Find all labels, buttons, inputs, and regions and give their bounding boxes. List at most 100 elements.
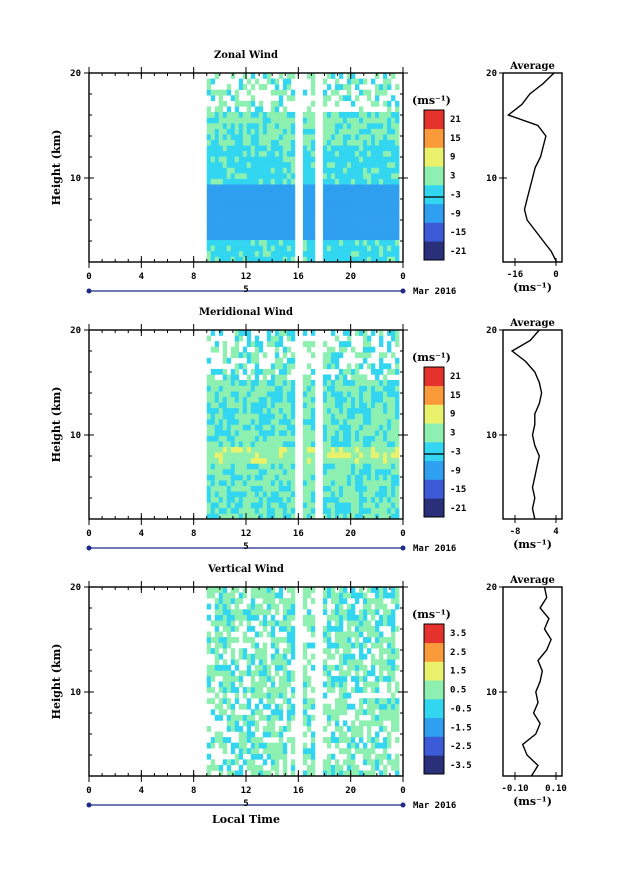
heatmap-cell <box>375 642 380 649</box>
heatmap-cell <box>274 435 280 442</box>
heatmap-cell <box>371 145 376 152</box>
heatmap-cell <box>383 184 388 191</box>
heatmap-cell <box>326 380 332 386</box>
heatmap-cell <box>350 592 356 599</box>
heatmap-cell <box>379 189 384 196</box>
heatmap-cell <box>258 592 264 599</box>
heatmap-cell <box>270 753 276 760</box>
heatmap-cell <box>322 441 328 448</box>
heatmap-cell <box>286 681 292 688</box>
heatmap-cell <box>234 396 240 403</box>
heatmap-cell <box>254 211 260 218</box>
heatmap-cell <box>254 496 260 503</box>
heatmap-cell <box>302 245 308 252</box>
heatmap-cell <box>226 245 232 252</box>
heatmap-cell <box>342 341 348 347</box>
heatmap-cell <box>326 156 332 163</box>
heatmap-cell <box>322 128 328 135</box>
heatmap-cell <box>242 496 248 503</box>
heatmap-cell <box>387 173 392 179</box>
heatmap-cell <box>222 117 228 124</box>
heatmap-cell <box>387 228 392 235</box>
heatmap-cell <box>387 474 392 481</box>
heatmap-cell <box>326 648 332 655</box>
heatmap-cell <box>262 217 268 224</box>
heatmap-cell <box>274 211 280 218</box>
heatmap-cell <box>350 424 356 431</box>
heatmap-cell <box>334 217 340 224</box>
heatmap-cell <box>379 637 384 643</box>
heatmap-cell <box>330 245 336 252</box>
heatmap-cell <box>266 402 272 409</box>
heatmap-cell <box>226 507 232 514</box>
heatmap-cell <box>363 178 368 185</box>
heatmap-cell <box>282 675 288 682</box>
heatmap-cell <box>302 698 308 705</box>
heatmap-cell <box>322 161 328 168</box>
heatmap-cell <box>266 731 272 738</box>
heatmap-cell <box>322 234 328 241</box>
heatmap-cell <box>322 764 328 771</box>
heatmap-cell <box>230 748 236 755</box>
heatmap-cell <box>206 391 212 398</box>
heatmap-cell <box>302 446 308 453</box>
heatmap-cell <box>338 681 344 688</box>
heatmap-cell <box>258 106 264 113</box>
heatmap-cell <box>222 139 228 146</box>
heatmap-cell <box>322 491 328 498</box>
heatmap-cell <box>355 145 360 152</box>
heatmap-cell <box>222 341 228 347</box>
heatmap-cell <box>359 123 364 129</box>
heatmap-cell <box>250 609 256 616</box>
heatmap-cell <box>334 391 340 398</box>
heatmap-cell <box>367 491 372 498</box>
heatmap-cell <box>242 468 248 475</box>
heatmap-cell <box>355 485 360 492</box>
heatmap-cell <box>258 513 264 520</box>
x-tick-label: 0 <box>400 786 405 796</box>
heatmap-cell <box>234 675 240 682</box>
heatmap-cell <box>290 441 296 448</box>
heatmap-cell <box>302 664 308 671</box>
heatmap-cell <box>214 620 220 627</box>
heatmap-cell <box>330 123 336 129</box>
heatmap-cell <box>222 189 228 196</box>
x-tick-label: 0 <box>86 786 91 796</box>
heatmap-cell <box>218 664 224 671</box>
heatmap-cell <box>218 620 224 627</box>
heatmap-cell <box>270 457 276 464</box>
heatmap-cell <box>387 703 392 710</box>
heatmap-cell <box>278 625 284 632</box>
heatmap-cell <box>383 709 388 716</box>
heatmap-cell <box>262 670 268 677</box>
colorbar-tick-label: -9 <box>450 466 461 476</box>
heatmap-cell <box>290 200 296 207</box>
heatmap-cell <box>278 250 284 257</box>
heatmap-cell <box>302 502 308 509</box>
heatmap-cell <box>395 703 400 710</box>
heatmap-cell <box>218 173 224 179</box>
heatmap-cell <box>274 256 280 263</box>
heatmap-cell <box>290 173 296 179</box>
heatmap-cell <box>371 764 376 771</box>
heatmap-cell <box>367 396 372 403</box>
heatmap-cell <box>363 424 368 431</box>
heatmap-cell <box>310 513 316 520</box>
heatmap-cell <box>222 502 228 509</box>
heatmap-cell <box>330 625 336 632</box>
heatmap-cell <box>371 391 376 398</box>
heatmap-cell <box>383 228 388 235</box>
heatmap-cell <box>330 134 336 141</box>
heatmap-cell <box>379 380 384 386</box>
heatmap-cell <box>306 703 312 710</box>
heatmap-cell <box>214 173 220 179</box>
heatmap-cell <box>350 435 356 442</box>
heatmap-cell <box>346 670 352 677</box>
heatmap-cell <box>230 485 236 492</box>
heatmap-cell <box>286 725 292 732</box>
heatmap-cell <box>206 603 212 610</box>
heatmap-cell <box>282 385 288 392</box>
heatmap-cell <box>246 468 252 475</box>
heatmap-cell <box>214 480 220 486</box>
heatmap-cell <box>383 675 388 682</box>
